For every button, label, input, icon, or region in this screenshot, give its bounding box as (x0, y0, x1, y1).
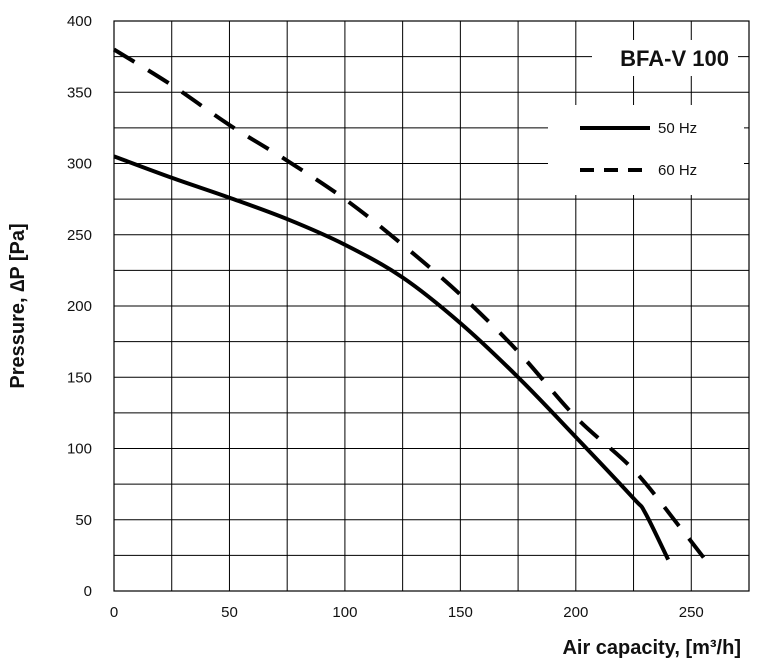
x-tick-label: 0 (110, 604, 118, 621)
x-tick-label: 100 (332, 604, 357, 621)
y-tick-label: 50 (75, 512, 92, 529)
y-tick-label: 350 (67, 84, 92, 101)
y-tick-label: 150 (67, 369, 92, 386)
y-tick-label: 200 (67, 298, 92, 315)
x-tick-label: 50 (221, 604, 238, 621)
series-line-0 (113, 154, 670, 561)
x-tick-label: 200 (563, 604, 588, 621)
x-axis-label: Air capacity, [m³/h] (562, 637, 741, 659)
legend-box (548, 105, 744, 195)
legend-label-60hz: 60 Hz (658, 162, 697, 179)
y-tick-label: 250 (67, 227, 92, 244)
series-lines (112, 47, 710, 564)
legend: 50 Hz 60 Hz (548, 105, 744, 195)
y-axis-label: Pressure, ∆P [Pa] (7, 223, 29, 388)
title-background (592, 40, 738, 76)
x-tick-label: 250 (679, 604, 704, 621)
legend-label-50hz: 50 Hz (658, 120, 697, 137)
chart-title: BFA-V 100 (620, 46, 729, 71)
series-line-1 (112, 47, 710, 564)
y-tick-label: 400 (67, 13, 92, 30)
y-tick-label: 100 (67, 441, 92, 458)
x-tick-label: 150 (448, 604, 473, 621)
tick-labels: 0 50 100 150 200 250 0 50 100 150 200 250 300 350 400 (67, 13, 704, 621)
y-tick-label: 0 (84, 583, 92, 600)
y-tick-label: 300 (67, 156, 92, 173)
